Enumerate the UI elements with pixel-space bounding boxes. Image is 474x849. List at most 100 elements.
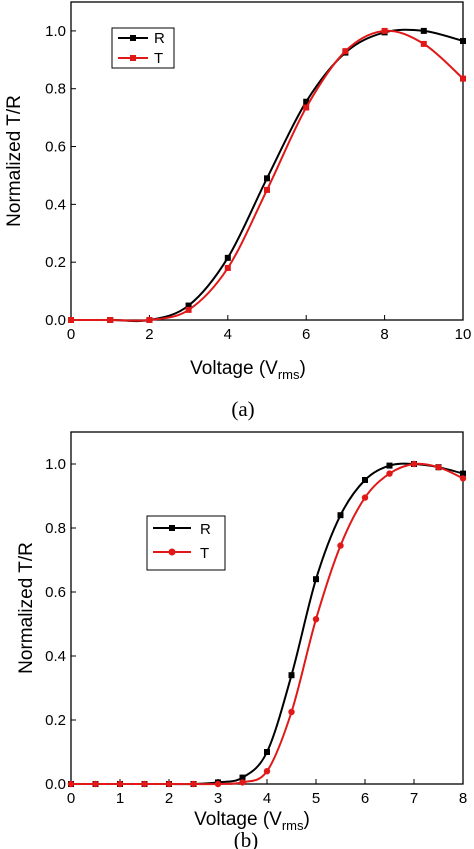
- chart-b-series-r-point-7: [239, 774, 246, 781]
- chart-b-legend-label-t: T: [200, 545, 209, 562]
- chart-b-legend: R T: [146, 515, 226, 571]
- chart-a-series-t-point-10: [460, 75, 466, 82]
- chart-a-series-t-point-6: [303, 104, 310, 111]
- chart-a-caption: (a): [231, 397, 254, 421]
- chart-a-series-r-point-9: [420, 27, 427, 34]
- chart-a-xtick-label-1: 2: [145, 326, 153, 343]
- chart-b-legend-marker-r: [169, 525, 175, 531]
- chart-b-legend-marker-t: [168, 548, 176, 556]
- chart-b-xtick-label-7: 7: [410, 790, 418, 807]
- chart-a-series-r-point-4: [224, 254, 231, 261]
- chart-b-series-layer: [67, 460, 467, 788]
- chart-b-series-r-point-16: [460, 470, 466, 477]
- chart-b-plot-area: [70, 431, 464, 785]
- chart-a-series-t-point-1: [107, 317, 114, 323]
- chart-a-series-t-point-7: [342, 48, 349, 55]
- chart-b-series-t-point-9: [288, 708, 295, 716]
- chart-b-xtick-label-2: 2: [165, 790, 173, 807]
- chart-a-xlabel-main: Voltage (V: [190, 358, 278, 379]
- chart-b-ytick-label-0: 0.0: [45, 776, 66, 793]
- chart-a-ytick-label-4: 0.8: [45, 81, 66, 98]
- chart-b-series-t-point-3: [141, 780, 148, 788]
- chart-a-legend-marker-r: [130, 35, 136, 41]
- chart-b-ytick-label-4: 0.8: [45, 520, 66, 537]
- chart-a-series-t-point-3: [185, 306, 192, 313]
- chart-b-xlabel-close: ): [304, 809, 310, 830]
- chart-a-xtick-label-5: 10: [455, 326, 472, 343]
- chart-a-legend-label-r: R: [154, 30, 165, 47]
- chart-b-series-t-point-5: [190, 780, 197, 788]
- chart-a-legend-box: [111, 27, 175, 69]
- chart-a-legend-label-t: T: [154, 50, 163, 67]
- chart-a-ylabel: Normalized T/R: [4, 95, 25, 227]
- chart-b-series-t-point-10: [312, 616, 320, 623]
- chart-a-xtick-label-0: 0: [67, 326, 75, 343]
- chart-b-ytick-label-5: 1.0: [45, 456, 66, 473]
- chart-b-xtick-label-6: 6: [361, 790, 369, 807]
- chart-a-series-r-point-3: [185, 302, 192, 309]
- chart-b-xlabel-sub: rms: [282, 818, 304, 833]
- chart-b-series-r-point-8: [264, 749, 270, 755]
- chart-a-axes: 0 2 4 6 8 10 0.0 0.2 0.4 0.6 0.8 1.0: [45, 23, 471, 343]
- chart-b-series-r-point-12: [362, 477, 368, 483]
- chart-b-xtick-label-1: 1: [116, 790, 124, 807]
- chart-b-series-t-point-8: [263, 768, 271, 775]
- chart-b-series-t-point-1: [92, 780, 99, 788]
- chart-b-series-t-point-11: [337, 542, 344, 549]
- chart-a-xlabel-close: ): [300, 358, 306, 379]
- chart-a-ytick-label-0: 0.0: [45, 312, 66, 329]
- chart-a-xtick-label-2: 4: [224, 326, 232, 343]
- chart-b-xtick-label-0: 0: [67, 790, 75, 807]
- chart-a-series-t-point-5: [264, 186, 270, 193]
- chart-a-xtick-label-4: 8: [380, 326, 388, 343]
- chart-b-ytick-label-1: 0.2: [45, 712, 66, 729]
- chart-a-series-r-point-10: [460, 38, 466, 45]
- chart-a-xtick-label-3: 6: [302, 326, 310, 343]
- chart-a-series-layer: [68, 27, 466, 323]
- chart-b-series-r-point-10: [313, 576, 319, 583]
- chart-b-ylabel: Normalized T/R: [16, 542, 37, 674]
- chart-b-series-t-point-14: [410, 460, 418, 468]
- chart-b-series-r-line: [71, 462, 464, 786]
- chart-a-plot-area: [70, 1, 464, 321]
- chart-b-series-t-point-16: [459, 475, 467, 482]
- chart-a-series-t-point-4: [224, 264, 231, 271]
- chart-b: 0 1 2 3 4 5 6 7 8 0.0 0.2 0.4 0.6 0.8 1.0 R T Normaliz…: [16, 431, 467, 849]
- chart-a-legend: R T: [111, 27, 175, 69]
- chart-a-ytick-label-2: 0.4: [45, 196, 66, 213]
- chart-b-caption: (b): [234, 828, 259, 849]
- chart-b-series-t-point-13: [386, 470, 393, 477]
- chart-b-xlabel-main: Voltage (V: [194, 809, 282, 830]
- chart-b-series-t-point-2: [116, 780, 124, 788]
- chart-b-series-r-point-13: [386, 462, 393, 469]
- chart-b-xtick-label-3: 3: [214, 790, 222, 807]
- chart-a-ytick-label-1: 0.2: [45, 254, 66, 271]
- chart-b-series-r-point-11: [337, 512, 344, 519]
- chart-a-series-r-point-5: [264, 175, 270, 182]
- chart-b-series-r-point-9: [288, 672, 295, 679]
- chart-a-legend-marker-t: [130, 55, 136, 61]
- chart-a-ytick-label-5: 1.0: [45, 23, 66, 40]
- chart-b-series-t-point-0: [67, 780, 75, 788]
- chart-b-series-t-point-4: [165, 780, 173, 788]
- chart-b-axes: 0 1 2 3 4 5 6 7 8 0.0 0.2 0.4 0.6 0.8 1.0: [45, 456, 467, 807]
- chart-b-xtick-label-4: 4: [263, 790, 271, 807]
- chart-b-ytick-label-3: 0.6: [45, 584, 66, 601]
- chart-a-series-t-point-2: [146, 317, 153, 323]
- chart-b-xtick-label-5: 5: [312, 790, 320, 807]
- chart-b-xtick-label-8: 8: [459, 790, 467, 807]
- chart-b-ytick-label-2: 0.4: [45, 648, 66, 665]
- chart-a-series-t-point-9: [420, 40, 427, 47]
- chart-a-xlabel-sub: rms: [278, 367, 300, 382]
- chart-b-series-t-point-7: [239, 779, 246, 786]
- chart-a-series-t-point-8: [381, 27, 388, 34]
- chart-a-series-r-point-6: [303, 98, 310, 105]
- chart-b-xlabel: Voltage (Vrms): [194, 809, 310, 833]
- chart-a-xlabel: Voltage (Vrms): [190, 358, 306, 382]
- chart-b-series-t-line: [71, 462, 464, 786]
- chart-a-series-t-point-0: [68, 317, 74, 323]
- chart-a-ytick-label-3: 0.6: [45, 139, 66, 156]
- chart-b-legend-box: [146, 515, 226, 571]
- chart-b-series-t-point-12: [361, 494, 369, 501]
